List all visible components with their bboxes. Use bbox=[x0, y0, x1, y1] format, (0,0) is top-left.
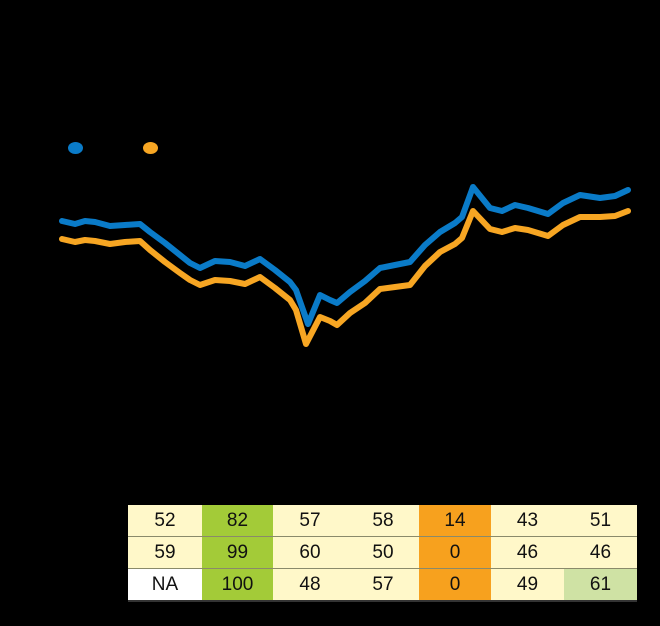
table-cell: 51 bbox=[564, 505, 637, 537]
table-cell: 48 bbox=[273, 568, 347, 602]
series-2-line bbox=[59, 208, 631, 347]
table-cell: 0 bbox=[419, 568, 491, 602]
table-cell: NA bbox=[128, 568, 202, 602]
table-cell: 14 bbox=[419, 505, 491, 537]
series-1-line bbox=[59, 184, 631, 327]
table-cell: 43 bbox=[491, 505, 564, 537]
legend-series-2-marker bbox=[143, 142, 158, 154]
line-chart bbox=[59, 184, 631, 347]
table-cell: 0 bbox=[419, 536, 491, 569]
table-cell: 57 bbox=[273, 505, 347, 537]
table-cell: 59 bbox=[128, 536, 202, 569]
table-cell: 57 bbox=[347, 568, 419, 602]
legend-series-1-marker bbox=[68, 142, 83, 154]
table-cell: 60 bbox=[273, 536, 347, 569]
table-cell: 82 bbox=[202, 505, 273, 537]
table-cell: 50 bbox=[347, 536, 419, 569]
table-cell: 100 bbox=[202, 568, 273, 602]
table-row: 59 99 60 50 0 46 46 bbox=[128, 536, 637, 569]
table-cell: 49 bbox=[491, 568, 564, 602]
table-cell: 52 bbox=[128, 505, 202, 537]
table-row: 52 82 57 58 14 43 51 bbox=[128, 505, 637, 537]
data-table: 52 82 57 58 14 43 51 59 99 60 50 0 46 46 NA 100 48 57 0 49 6… bbox=[128, 505, 637, 602]
table-row: NA 100 48 57 0 49 61 bbox=[128, 568, 637, 602]
table-cell: 58 bbox=[347, 505, 419, 537]
table-cell: 46 bbox=[564, 536, 637, 569]
table-cell: 61 bbox=[564, 568, 637, 602]
table-cell: 46 bbox=[491, 536, 564, 569]
table-cell: 99 bbox=[202, 536, 273, 569]
